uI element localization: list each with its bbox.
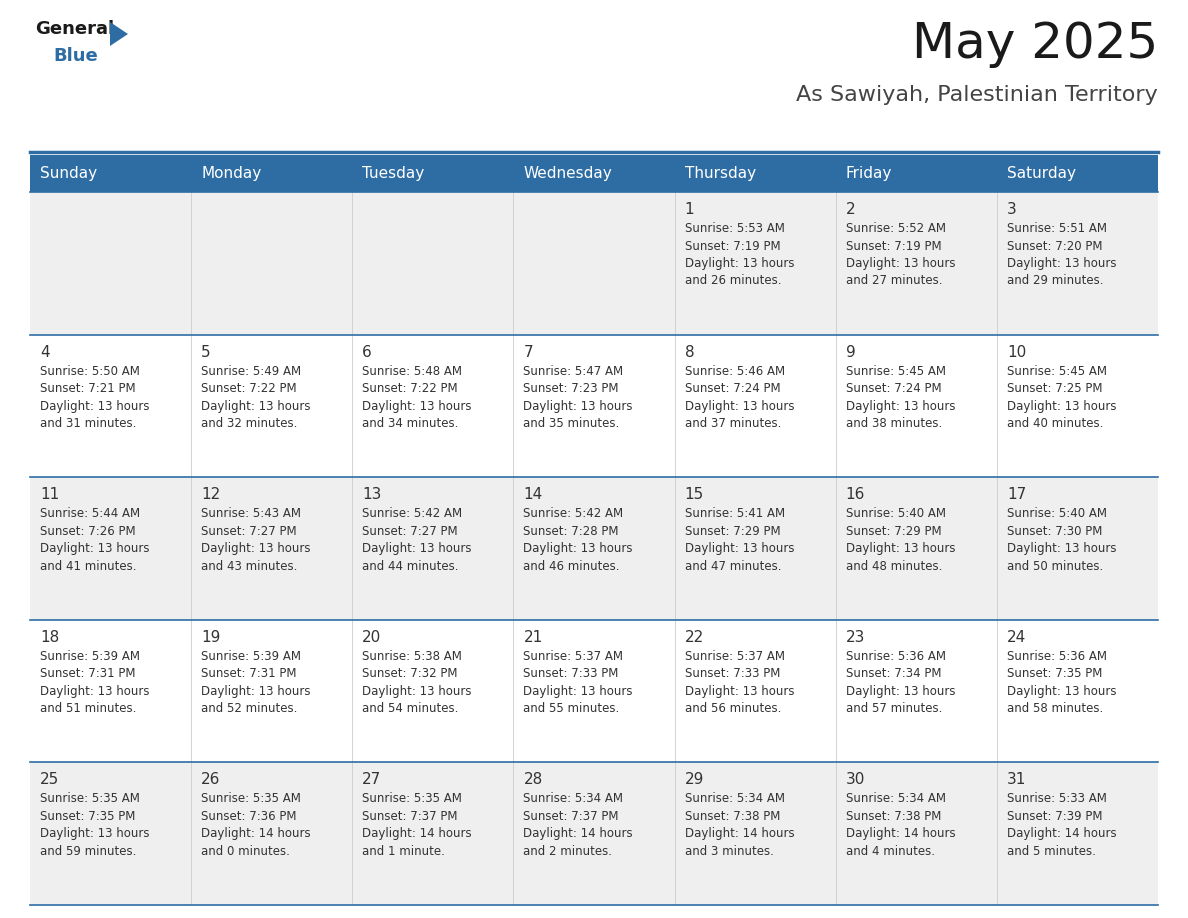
Bar [30, 763, 1158, 905]
Text: 24: 24 [1007, 630, 1026, 644]
Text: Sunrise: 5:39 AM
Sunset: 7:31 PM
Daylight: 13 hours
and 51 minutes.: Sunrise: 5:39 AM Sunset: 7:31 PM Dayligh… [40, 650, 150, 715]
Bar [30, 620, 1158, 763]
Text: 6: 6 [362, 344, 372, 360]
Text: Sunrise: 5:34 AM
Sunset: 7:38 PM
Daylight: 14 hours
and 3 minutes.: Sunrise: 5:34 AM Sunset: 7:38 PM Dayligh… [684, 792, 795, 858]
Text: Sunrise: 5:37 AM
Sunset: 7:33 PM
Daylight: 13 hours
and 55 minutes.: Sunrise: 5:37 AM Sunset: 7:33 PM Dayligh… [524, 650, 633, 715]
Text: 15: 15 [684, 487, 703, 502]
Text: 12: 12 [201, 487, 221, 502]
Text: 23: 23 [846, 630, 865, 644]
Text: Sunrise: 5:34 AM
Sunset: 7:38 PM
Daylight: 14 hours
and 4 minutes.: Sunrise: 5:34 AM Sunset: 7:38 PM Dayligh… [846, 792, 955, 858]
Text: Sunrise: 5:41 AM
Sunset: 7:29 PM
Daylight: 13 hours
and 47 minutes.: Sunrise: 5:41 AM Sunset: 7:29 PM Dayligh… [684, 508, 794, 573]
Text: 7: 7 [524, 344, 533, 360]
Text: 14: 14 [524, 487, 543, 502]
Text: May 2025: May 2025 [911, 20, 1158, 68]
Text: 17: 17 [1007, 487, 1026, 502]
Text: 3: 3 [1007, 202, 1017, 217]
Text: 16: 16 [846, 487, 865, 502]
Text: Sunrise: 5:36 AM
Sunset: 7:35 PM
Daylight: 13 hours
and 58 minutes.: Sunrise: 5:36 AM Sunset: 7:35 PM Dayligh… [1007, 650, 1117, 715]
Text: 11: 11 [40, 487, 59, 502]
Text: Sunrise: 5:35 AM
Sunset: 7:37 PM
Daylight: 14 hours
and 1 minute.: Sunrise: 5:35 AM Sunset: 7:37 PM Dayligh… [362, 792, 472, 858]
Text: 2: 2 [846, 202, 855, 217]
Text: Sunrise: 5:46 AM
Sunset: 7:24 PM
Daylight: 13 hours
and 37 minutes.: Sunrise: 5:46 AM Sunset: 7:24 PM Dayligh… [684, 364, 794, 431]
Text: Sunrise: 5:36 AM
Sunset: 7:34 PM
Daylight: 13 hours
and 57 minutes.: Sunrise: 5:36 AM Sunset: 7:34 PM Dayligh… [846, 650, 955, 715]
Text: Sunrise: 5:52 AM
Sunset: 7:19 PM
Daylight: 13 hours
and 27 minutes.: Sunrise: 5:52 AM Sunset: 7:19 PM Dayligh… [846, 222, 955, 287]
Text: 8: 8 [684, 344, 694, 360]
Text: Sunday: Sunday [40, 166, 97, 181]
Text: Sunrise: 5:39 AM
Sunset: 7:31 PM
Daylight: 13 hours
and 52 minutes.: Sunrise: 5:39 AM Sunset: 7:31 PM Dayligh… [201, 650, 310, 715]
Text: Sunrise: 5:45 AM
Sunset: 7:25 PM
Daylight: 13 hours
and 40 minutes.: Sunrise: 5:45 AM Sunset: 7:25 PM Dayligh… [1007, 364, 1117, 431]
Text: Wednesday: Wednesday [524, 166, 612, 181]
Text: 20: 20 [362, 630, 381, 644]
Text: 10: 10 [1007, 344, 1026, 360]
Text: Monday: Monday [201, 166, 261, 181]
Text: Sunrise: 5:42 AM
Sunset: 7:28 PM
Daylight: 13 hours
and 46 minutes.: Sunrise: 5:42 AM Sunset: 7:28 PM Dayligh… [524, 508, 633, 573]
Text: Sunrise: 5:51 AM
Sunset: 7:20 PM
Daylight: 13 hours
and 29 minutes.: Sunrise: 5:51 AM Sunset: 7:20 PM Dayligh… [1007, 222, 1117, 287]
Text: 5: 5 [201, 344, 210, 360]
Text: 26: 26 [201, 772, 221, 788]
Text: Sunrise: 5:42 AM
Sunset: 7:27 PM
Daylight: 13 hours
and 44 minutes.: Sunrise: 5:42 AM Sunset: 7:27 PM Dayligh… [362, 508, 472, 573]
Text: Sunrise: 5:48 AM
Sunset: 7:22 PM
Daylight: 13 hours
and 34 minutes.: Sunrise: 5:48 AM Sunset: 7:22 PM Dayligh… [362, 364, 472, 431]
Text: Sunrise: 5:35 AM
Sunset: 7:36 PM
Daylight: 14 hours
and 0 minutes.: Sunrise: 5:35 AM Sunset: 7:36 PM Dayligh… [201, 792, 311, 858]
Text: Friday: Friday [846, 166, 892, 181]
Bar [30, 477, 1158, 620]
Text: 13: 13 [362, 487, 381, 502]
Text: 9: 9 [846, 344, 855, 360]
Text: Sunrise: 5:49 AM
Sunset: 7:22 PM
Daylight: 13 hours
and 32 minutes.: Sunrise: 5:49 AM Sunset: 7:22 PM Dayligh… [201, 364, 310, 431]
Text: 30: 30 [846, 772, 865, 788]
Text: 19: 19 [201, 630, 221, 644]
Text: Sunrise: 5:53 AM
Sunset: 7:19 PM
Daylight: 13 hours
and 26 minutes.: Sunrise: 5:53 AM Sunset: 7:19 PM Dayligh… [684, 222, 794, 287]
Text: Saturday: Saturday [1007, 166, 1076, 181]
Text: Sunrise: 5:37 AM
Sunset: 7:33 PM
Daylight: 13 hours
and 56 minutes.: Sunrise: 5:37 AM Sunset: 7:33 PM Dayligh… [684, 650, 794, 715]
Text: 18: 18 [40, 630, 59, 644]
Text: 29: 29 [684, 772, 704, 788]
Text: Sunrise: 5:44 AM
Sunset: 7:26 PM
Daylight: 13 hours
and 41 minutes.: Sunrise: 5:44 AM Sunset: 7:26 PM Dayligh… [40, 508, 150, 573]
Text: Sunrise: 5:43 AM
Sunset: 7:27 PM
Daylight: 13 hours
and 43 minutes.: Sunrise: 5:43 AM Sunset: 7:27 PM Dayligh… [201, 508, 310, 573]
Text: Sunrise: 5:47 AM
Sunset: 7:23 PM
Daylight: 13 hours
and 35 minutes.: Sunrise: 5:47 AM Sunset: 7:23 PM Dayligh… [524, 364, 633, 431]
Text: Sunrise: 5:35 AM
Sunset: 7:35 PM
Daylight: 13 hours
and 59 minutes.: Sunrise: 5:35 AM Sunset: 7:35 PM Dayligh… [40, 792, 150, 858]
Text: Sunrise: 5:45 AM
Sunset: 7:24 PM
Daylight: 13 hours
and 38 minutes.: Sunrise: 5:45 AM Sunset: 7:24 PM Dayligh… [846, 364, 955, 431]
Text: 28: 28 [524, 772, 543, 788]
Text: Sunrise: 5:38 AM
Sunset: 7:32 PM
Daylight: 13 hours
and 54 minutes.: Sunrise: 5:38 AM Sunset: 7:32 PM Dayligh… [362, 650, 472, 715]
Text: General: General [34, 20, 114, 38]
Text: 31: 31 [1007, 772, 1026, 788]
Text: Sunrise: 5:33 AM
Sunset: 7:39 PM
Daylight: 14 hours
and 5 minutes.: Sunrise: 5:33 AM Sunset: 7:39 PM Dayligh… [1007, 792, 1117, 858]
Polygon shape [110, 22, 128, 46]
Text: Blue: Blue [53, 47, 97, 65]
Text: 21: 21 [524, 630, 543, 644]
Text: 27: 27 [362, 772, 381, 788]
Text: 25: 25 [40, 772, 59, 788]
Text: 4: 4 [40, 344, 50, 360]
Text: Sunrise: 5:50 AM
Sunset: 7:21 PM
Daylight: 13 hours
and 31 minutes.: Sunrise: 5:50 AM Sunset: 7:21 PM Dayligh… [40, 364, 150, 431]
Text: Sunrise: 5:40 AM
Sunset: 7:29 PM
Daylight: 13 hours
and 48 minutes.: Sunrise: 5:40 AM Sunset: 7:29 PM Dayligh… [846, 508, 955, 573]
Bar [30, 155, 1158, 192]
Bar [30, 334, 1158, 477]
Text: As Sawiyah, Palestinian Territory: As Sawiyah, Palestinian Territory [796, 85, 1158, 105]
Text: Sunrise: 5:34 AM
Sunset: 7:37 PM
Daylight: 14 hours
and 2 minutes.: Sunrise: 5:34 AM Sunset: 7:37 PM Dayligh… [524, 792, 633, 858]
Text: Sunrise: 5:40 AM
Sunset: 7:30 PM
Daylight: 13 hours
and 50 minutes.: Sunrise: 5:40 AM Sunset: 7:30 PM Dayligh… [1007, 508, 1117, 573]
Text: Thursday: Thursday [684, 166, 756, 181]
Text: 1: 1 [684, 202, 694, 217]
Text: 22: 22 [684, 630, 703, 644]
Text: Tuesday: Tuesday [362, 166, 424, 181]
Bar [30, 192, 1158, 334]
